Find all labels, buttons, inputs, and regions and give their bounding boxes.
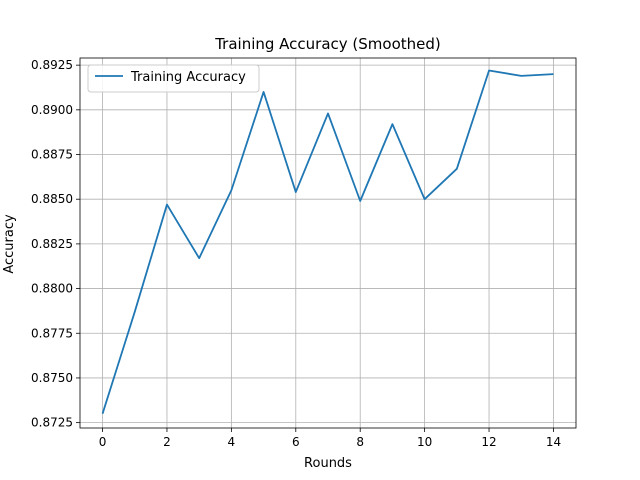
legend-label: Training Accuracy xyxy=(130,70,246,85)
series-layer xyxy=(101,69,554,414)
y-tick-label: 0.8850 xyxy=(31,192,73,206)
y-tick-label: 0.8925 xyxy=(31,58,73,72)
grid xyxy=(80,58,576,428)
y-tick-label: 0.8900 xyxy=(31,103,73,117)
y-tick-label: 0.8725 xyxy=(31,416,73,430)
x-tick-label: 2 xyxy=(163,435,171,449)
y-axis-label: Accuracy xyxy=(2,214,17,274)
x-tick-label: 10 xyxy=(417,435,432,449)
y-tick-label: 0.8825 xyxy=(31,237,73,251)
x-tick-label: 6 xyxy=(292,435,300,449)
x-tick-label: 8 xyxy=(356,435,364,449)
y-tick-label: 0.8875 xyxy=(31,148,73,162)
y-tick-label: 0.8800 xyxy=(31,282,73,296)
y-tick-label: 0.8750 xyxy=(31,371,73,385)
legend: Training Accuracy xyxy=(87,64,260,93)
x-tick-label: 0 xyxy=(99,435,107,449)
y-axis-ticks: 0.8725 0.8750 0.8775 0.8800 0.8825 0.8850 0.88… xyxy=(31,58,80,430)
plot-frame xyxy=(79,57,577,429)
y-tick-label: 0.8775 xyxy=(31,326,73,340)
x-tick-label: 4 xyxy=(228,435,236,449)
x-tick-label: 12 xyxy=(481,435,496,449)
x-axis-ticks: 0 2 4 6 8 10 12 14 xyxy=(99,428,561,449)
legend-box xyxy=(87,64,260,93)
series-line-training-accuracy xyxy=(101,69,554,414)
x-tick-label: 14 xyxy=(546,435,561,449)
chart-title: Training Accuracy (Smoothed) xyxy=(214,35,441,53)
x-axis-label: Rounds xyxy=(304,456,352,471)
